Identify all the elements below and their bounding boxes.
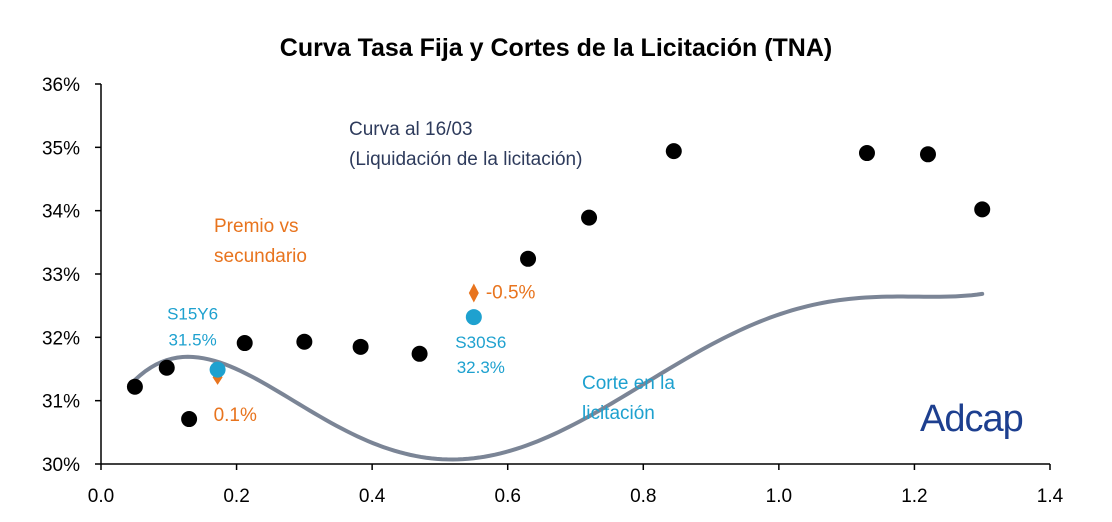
corte-label-line1: Corte en la: [582, 373, 675, 394]
premio-diamond-marker: [468, 283, 479, 303]
premio-value-label: 0.1%: [214, 405, 257, 426]
data-point: [858, 145, 875, 162]
axes: [95, 83, 1051, 470]
curve-label-line2: (Liquidación de la licitación): [349, 149, 582, 170]
y-tick-label: 30%: [42, 455, 80, 476]
cut-point-label-name: S30S6: [455, 333, 506, 352]
cut-point-label-value: 32.3%: [457, 358, 505, 377]
x-tick-label: 0.4: [359, 486, 386, 507]
data-point: [520, 250, 537, 267]
x-tick-label: 1.4: [1037, 486, 1064, 507]
data-point: [919, 146, 936, 163]
y-tick-label: 32%: [42, 328, 80, 349]
data-point: [411, 345, 428, 362]
adcap-logo-text: Adcap: [920, 398, 1023, 440]
data-point: [665, 143, 682, 160]
x-tick-label: 0.2: [223, 486, 249, 507]
cut-point-label-name: S15Y6: [167, 305, 218, 324]
data-point: [352, 338, 369, 355]
trend-curve: [132, 291, 985, 462]
x-tick-label: 0.6: [495, 486, 521, 507]
cut-point-label-value: 31.5%: [168, 331, 216, 350]
curve-label-line1: Curva al 16/03: [349, 119, 473, 140]
data-point: [296, 333, 313, 350]
point-labels: S15Y6 31.5% S30S6 32.3% 0.1% -0.5%: [167, 283, 535, 426]
secondary-market-points: [126, 143, 991, 428]
adcap-logo: Adcap: [920, 398, 1024, 440]
premio-value-label: -0.5%: [486, 283, 536, 304]
x-tick-label: 0.0: [88, 486, 114, 507]
y-tick-labels: 30% 31% 32% 33% 34% 35% 36%: [42, 75, 80, 476]
y-tick-label: 33%: [42, 265, 80, 286]
auction-cut-point: [209, 361, 226, 378]
data-point: [236, 335, 253, 352]
data-point: [126, 378, 143, 395]
chart-title: Curva Tasa Fija y Cortes de la Licitació…: [280, 34, 832, 62]
x-tick-label: 1.2: [901, 486, 927, 507]
data-point: [181, 411, 198, 428]
auction-cut-points: [209, 309, 482, 378]
premio-label-line1: Premio vs: [214, 216, 298, 237]
y-tick-label: 35%: [42, 138, 80, 159]
data-point: [158, 359, 175, 376]
auction-cut-point: [465, 309, 482, 326]
x-tick-labels: 0.0 0.2 0.4 0.6 0.8 1.0 1.2 1.4: [88, 486, 1064, 507]
corte-label-line2: licitación: [582, 403, 655, 424]
data-point: [581, 209, 598, 226]
y-tick-label: 31%: [42, 392, 80, 413]
premio-markers: [212, 283, 479, 385]
x-tick-label: 1.0: [766, 486, 792, 507]
y-tick-label: 36%: [42, 75, 80, 96]
premio-label-line2: secundario: [214, 246, 307, 267]
data-point: [974, 201, 991, 218]
x-tick-label: 0.8: [630, 486, 656, 507]
y-tick-label: 34%: [42, 202, 80, 223]
